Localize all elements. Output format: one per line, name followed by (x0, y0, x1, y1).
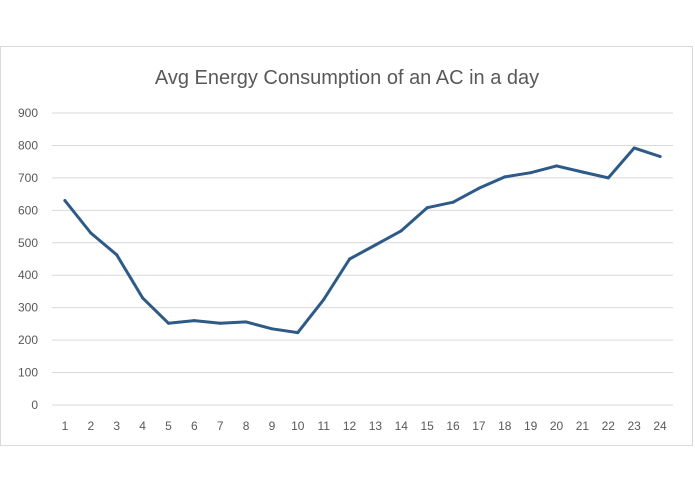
y-tick-label: 0 (31, 398, 38, 412)
x-tick-label: 10 (291, 419, 305, 433)
data-point (348, 257, 352, 261)
data-point (89, 231, 93, 235)
x-tick-label: 18 (498, 419, 512, 433)
data-point (503, 175, 507, 179)
x-tick-label: 14 (395, 419, 409, 433)
y-tick-label: 600 (18, 203, 38, 217)
data-point (399, 229, 403, 233)
data-point (425, 206, 429, 210)
data-point (373, 243, 377, 247)
x-tick-label: 22 (602, 419, 616, 433)
x-tick-label: 19 (524, 419, 538, 433)
x-tick-label: 13 (369, 419, 383, 433)
data-point (141, 296, 145, 300)
data-point (218, 321, 222, 325)
data-point (115, 253, 119, 257)
x-tick-label: 8 (243, 419, 250, 433)
data-point (270, 327, 274, 331)
data-point (606, 176, 610, 180)
x-tick-label: 11 (317, 419, 330, 433)
y-tick-label: 900 (18, 106, 38, 120)
x-tick-label: 5 (165, 419, 172, 433)
x-tick-label: 6 (191, 419, 198, 433)
x-tick-label: 1 (62, 419, 69, 433)
gridlines (52, 112, 673, 406)
data-point (529, 171, 533, 175)
y-tick-label: 800 (18, 138, 38, 152)
series-line (63, 146, 662, 335)
x-axis-ticks: 1 2 3 4 5 6 7 8 9 10 11 12 13 14 15 16 17 18 19 20 21 22 23 24 (62, 419, 667, 433)
data-point (555, 164, 559, 168)
series-group (63, 146, 662, 335)
y-tick-label: 100 (18, 366, 38, 380)
x-tick-label: 17 (472, 419, 486, 433)
y-tick-label: 300 (18, 301, 38, 315)
data-point (166, 321, 170, 325)
x-tick-label: 24 (653, 419, 667, 433)
x-tick-label: 16 (446, 419, 460, 433)
data-point (451, 200, 455, 204)
data-point (296, 331, 300, 335)
x-tick-label: 12 (343, 419, 357, 433)
y-tick-label: 700 (18, 171, 38, 185)
chart-title: Avg Energy Consumption of an AC in a day (155, 67, 539, 89)
x-tick-label: 3 (113, 419, 120, 433)
x-tick-label: 21 (576, 419, 590, 433)
x-tick-label: 9 (269, 419, 276, 433)
data-point (477, 186, 481, 190)
x-tick-label: 15 (421, 419, 435, 433)
data-point (244, 320, 248, 324)
y-tick-label: 500 (18, 236, 38, 250)
y-axis-ticks: 0 100 200 300 400 500 600 700 800 900 (18, 106, 38, 412)
y-tick-label: 400 (18, 268, 38, 282)
data-point (63, 199, 67, 203)
x-tick-label: 7 (217, 419, 224, 433)
data-point (580, 170, 584, 174)
data-point (658, 154, 662, 158)
data-point (632, 146, 636, 150)
y-tick-label: 200 (18, 333, 38, 347)
x-tick-label: 4 (139, 419, 146, 433)
x-tick-label: 20 (550, 419, 564, 433)
data-point (322, 298, 326, 302)
x-tick-label: 23 (628, 419, 642, 433)
x-tick-label: 2 (87, 419, 94, 433)
data-point (192, 319, 196, 323)
